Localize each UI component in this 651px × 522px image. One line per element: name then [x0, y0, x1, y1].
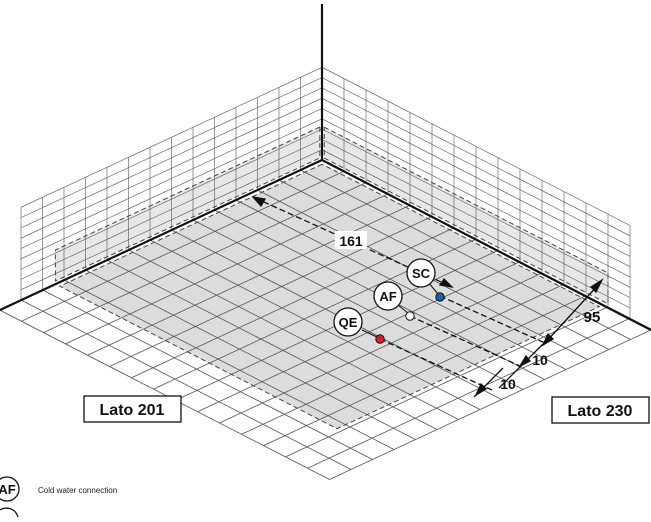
dim-10a-arrow	[520, 356, 530, 366]
sc-point	[436, 293, 444, 301]
dim-95-label: 95	[584, 309, 601, 326]
legend-af-text: Cold water connection	[38, 486, 117, 495]
af-point	[406, 312, 414, 320]
side-label-left: Lato 201	[100, 402, 165, 419]
qe-badge-label: QE	[339, 315, 358, 330]
dim-10a-label: 10	[532, 352, 548, 368]
legend: AF Cold water connection	[0, 477, 117, 517]
dim-161-label: 161	[339, 233, 363, 249]
side-label-right: Lato 230	[568, 403, 633, 420]
legend-next-badge-partial	[0, 508, 18, 517]
qe-point	[376, 335, 384, 343]
sc-badge-label: SC	[412, 266, 431, 281]
af-badge-label: AF	[379, 289, 396, 304]
floor-shaded-area	[60, 164, 600, 428]
shaded-region	[60, 164, 600, 428]
dim-10b-label: 10	[500, 376, 516, 392]
legend-af-code: AF	[0, 482, 16, 497]
